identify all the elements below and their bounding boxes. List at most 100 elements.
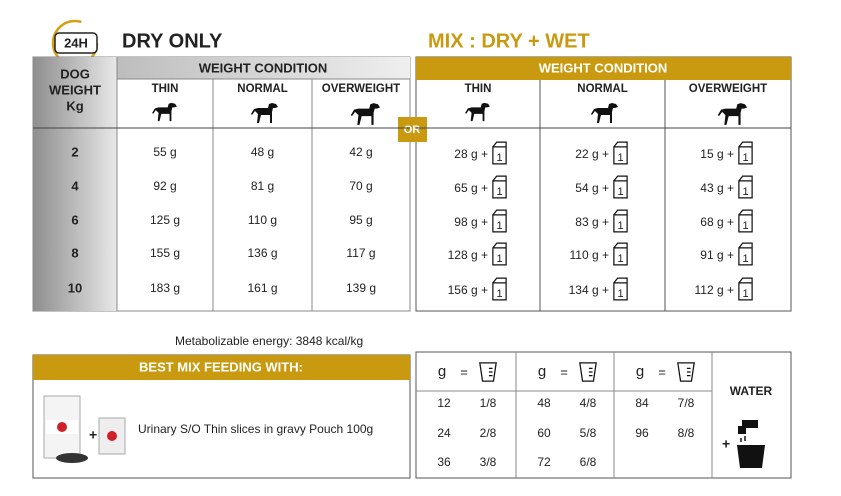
amount: 139 g [346,281,376,295]
water-label: WATER [730,384,773,398]
column-header: NORMAL [237,83,287,95]
condition-header: WEIGHT CONDITION [539,60,668,75]
dog-icon [251,103,278,123]
amount: 22 g + [575,147,609,161]
mix-header-bg [416,57,791,80]
best-mix-header [33,355,410,380]
conversion-cell: 24 [437,426,451,440]
weight: 10 [68,280,82,295]
conversion-table [415,351,792,479]
pouch-count: 1 [617,220,623,232]
amount: 161 g [247,281,277,295]
weight-header: DOG [60,66,90,81]
energy: Metabolizable energy: 3848 kcal/kg [175,334,363,348]
amount: 136 g [247,246,277,260]
pouch-count: 1 [742,152,748,164]
equals: = [460,364,468,379]
conversion-cell: 12 [437,396,451,410]
weight: 8 [71,245,78,260]
tap-icon: + [722,420,765,468]
pouch-count: 1 [496,288,502,300]
weight: 2 [71,144,78,159]
amount: 134 g + [569,283,609,297]
pouch-count: 1 [742,288,748,300]
pouch-count: 1 [742,186,748,198]
amount: 95 g [349,213,372,227]
pouch-count: 1 [617,186,623,198]
amount: 54 g + [575,181,609,195]
weight-header: Kg [66,98,83,113]
amount: 128 g + [448,248,488,262]
amount: 110 g [248,213,277,227]
conversion-cell: 8/8 [678,426,695,440]
amount: 81 g [251,179,274,193]
pouch-count: 1 [617,253,623,265]
conversion-cell: 5/8 [580,426,597,440]
amount: 65 g + [454,181,488,195]
product-name: Urinary S/O Thin slices in gravy Pouch 1… [138,422,373,436]
pouch-count: 1 [617,288,623,300]
conversion-cell: 48 [537,396,551,410]
amount: 68 g + [700,215,734,229]
equals: = [560,364,568,379]
svg-text:+: + [722,436,730,452]
amount: 92 g [153,179,176,193]
badge-label: 24H [64,35,88,50]
dog-icon [152,102,177,122]
conversion-cell: 3/8 [480,455,497,469]
amount: 43 g + [700,181,734,195]
amount: 70 g [349,179,372,193]
amount: 183 g [150,281,180,295]
amount: 155 g [150,246,180,260]
cup-icon [677,362,695,382]
cup-icon [579,362,597,382]
cup-icon [479,362,497,382]
amount: 156 g + [448,283,488,297]
pouch-count: 1 [496,152,502,164]
column-header: NORMAL [577,83,627,95]
amount: 117 g [346,246,375,260]
pouch-count: 1 [496,253,502,265]
svg-text:+: + [89,427,97,443]
conversion-cell: 60 [537,426,551,440]
pouch-count: 1 [496,220,502,232]
mix-table [415,56,792,312]
or-box [398,117,427,142]
amount: 42 g [349,145,372,159]
conversion-cell: 6/8 [580,455,597,469]
weight: 6 [71,212,78,227]
pouch-count: 1 [617,152,623,164]
amount: 125 g [150,213,180,227]
pouch-count: 1 [496,186,502,198]
amount: 28 g + [454,147,488,161]
amount: 48 g [251,145,274,159]
column-header: THIN [152,83,179,95]
conversion-cell: 84 [635,396,649,410]
conversion-cell: 1/8 [480,396,497,410]
weight-col-bg [33,57,117,311]
weight-header: WEIGHT [49,82,101,97]
dry-header-bg [117,57,410,79]
amount: 98 g + [454,215,488,229]
dry-title: DRY ONLY [122,30,223,52]
amount: 110 g + [570,248,609,262]
conversion-cell: 96 [635,426,649,440]
unit: g [438,363,446,380]
product-images: + [43,395,126,463]
amount: 15 g + [700,147,734,161]
unit: g [538,363,546,380]
amount: 91 g + [700,248,734,262]
amount: 55 g [153,145,176,159]
conversion-cell: 4/8 [580,396,597,410]
amount: 112 g + [695,283,734,297]
mix-title: MIX : DRY + WET [428,30,590,52]
conversion-cell: 36 [437,455,451,469]
best-mix-title: BEST MIX FEEDING WITH: [139,359,303,374]
weight: 4 [71,178,79,193]
condition-header: WEIGHT CONDITION [199,60,328,75]
pouch-count: 1 [742,220,748,232]
amount: 83 g + [575,215,609,229]
pouch-count: 1 [742,253,748,265]
column-header: THIN [465,83,492,95]
